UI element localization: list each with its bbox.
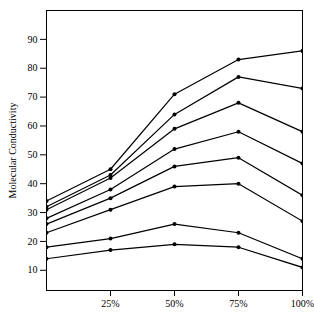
- svg-text:75%: 75%: [229, 298, 247, 309]
- svg-text:20: 20: [28, 236, 38, 247]
- svg-text:50: 50: [28, 149, 38, 160]
- svg-text:10: 10: [28, 264, 38, 275]
- svg-text:70: 70: [28, 91, 38, 102]
- svg-text:100%: 100%: [291, 298, 314, 309]
- svg-text:50%: 50%: [165, 298, 183, 309]
- svg-text:40: 40: [28, 178, 38, 189]
- svg-text:Molecular Conductivity: Molecular Conductivity: [7, 103, 18, 199]
- svg-text:90: 90: [28, 34, 38, 45]
- svg-text:25%: 25%: [101, 298, 119, 309]
- svg-text:80: 80: [28, 62, 38, 73]
- svg-text:60: 60: [28, 120, 38, 131]
- svg-text:30: 30: [28, 207, 38, 218]
